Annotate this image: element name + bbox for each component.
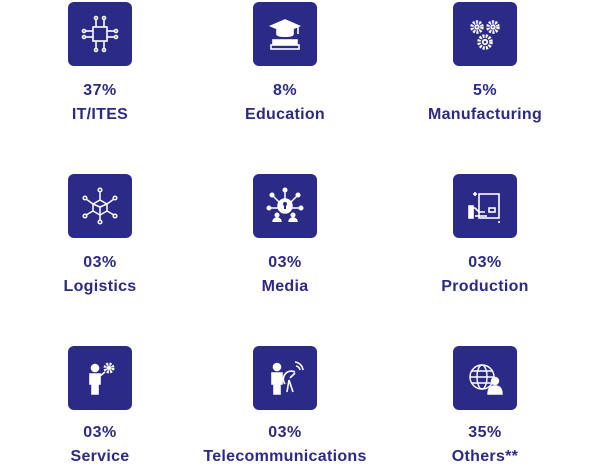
gears-icon	[453, 2, 517, 66]
sector-label: Manufacturing	[427, 106, 543, 123]
network-box-icon	[68, 174, 132, 238]
sector-label: Media	[261, 278, 309, 295]
sector-label: IT/ITES	[71, 106, 129, 123]
graduation-cap-books-icon	[253, 2, 317, 66]
sector-production: 03% Production	[385, 172, 585, 322]
media-network-icon	[253, 174, 317, 238]
sector-label: Service	[70, 448, 130, 465]
sector-media: 03% Media	[185, 172, 385, 322]
sector-it-ites: 37% IT/ITES	[0, 0, 200, 150]
sector-percent: 5%	[472, 82, 498, 99]
sector-others: 35% Others**	[385, 344, 585, 470]
sector-percent: 8%	[272, 82, 298, 99]
sector-manufacturing: 5% Manufacturing	[385, 0, 585, 150]
production-box-icon	[453, 174, 517, 238]
sector-percent: 37%	[83, 82, 117, 99]
service-person-gear-icon	[68, 346, 132, 410]
sector-service: 03% Service	[0, 344, 200, 470]
sector-percent: 03%	[268, 424, 302, 441]
sector-telecommunications: 03% Telecommunications	[185, 344, 385, 470]
sector-label: Education	[244, 106, 326, 123]
sector-label: Production	[441, 278, 529, 295]
sector-label: Others**	[451, 448, 519, 465]
sector-label: Logistics	[63, 278, 137, 295]
circuit-chip-icon	[68, 2, 132, 66]
sector-logistics: 03% Logistics	[0, 172, 200, 322]
satellite-dish-person-icon	[253, 346, 317, 410]
globe-person-icon	[453, 346, 517, 410]
sector-label: Telecommunications	[203, 448, 367, 465]
sector-percent: 03%	[83, 254, 117, 271]
sector-percent: 35%	[468, 424, 502, 441]
sector-percent: 03%	[83, 424, 117, 441]
sector-education: 8% Education	[185, 0, 385, 150]
sector-percent: 03%	[468, 254, 502, 271]
sector-percent: 03%	[268, 254, 302, 271]
